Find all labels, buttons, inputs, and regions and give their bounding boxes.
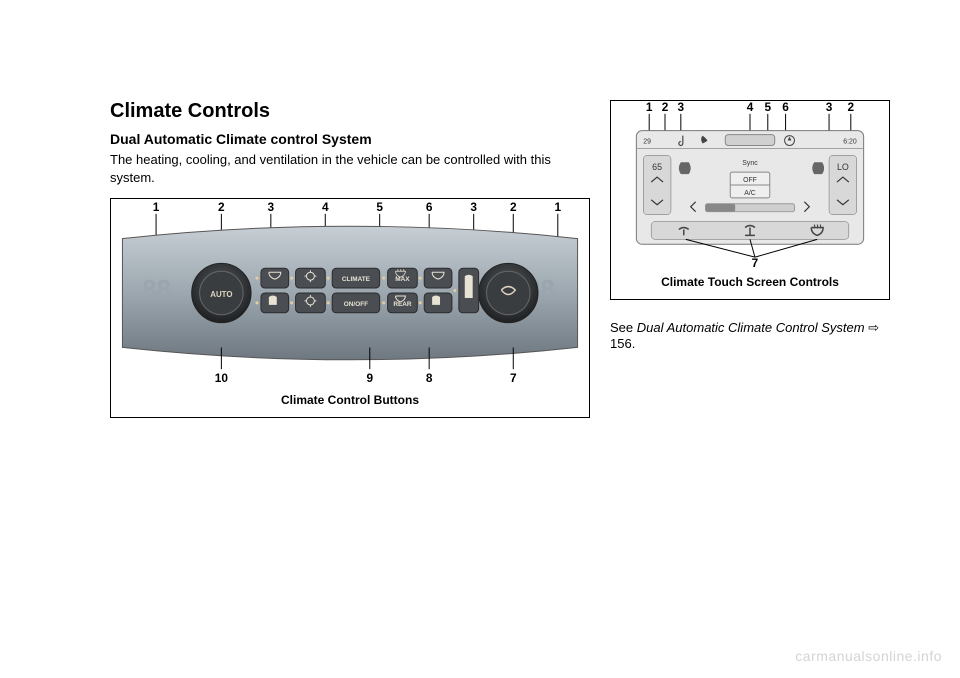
watermark: carmanualsonline.info <box>795 648 942 664</box>
svg-text:2: 2 <box>510 200 517 214</box>
svg-text:7: 7 <box>752 256 759 269</box>
svg-text:1: 1 <box>554 200 561 214</box>
svg-text:2: 2 <box>662 101 669 114</box>
see-prefix: See <box>610 320 637 335</box>
svg-text:4: 4 <box>747 101 754 114</box>
ts-ac-label: A/C <box>744 190 756 197</box>
svg-text:3: 3 <box>826 101 833 114</box>
svg-text:REAR: REAR <box>393 301 412 308</box>
ts-sync-label: Sync <box>742 160 758 167</box>
svg-text:4: 4 <box>322 200 329 214</box>
svg-text:ON/OFF: ON/OFF <box>344 301 368 308</box>
svg-text:3: 3 <box>268 200 275 214</box>
auto-label: AUTO <box>210 290 232 299</box>
svg-text:3: 3 <box>470 200 477 214</box>
climate-touch-figure: 12345632 29 6:20 65 Sync <box>610 100 890 300</box>
climate-touch-caption: Climate Touch Screen Controls <box>611 269 889 297</box>
ts-off-label: OFF <box>743 177 757 184</box>
svg-text:5: 5 <box>764 101 771 114</box>
climate-buttons-caption: Climate Control Buttons <box>111 387 589 415</box>
svg-text:10: 10 <box>215 371 229 385</box>
climate-buttons-figure: 123456321 88 88 <box>110 198 590 418</box>
svg-text:8: 8 <box>426 371 433 385</box>
page-heading: Climate Controls <box>110 100 590 123</box>
see-italic: Dual Automatic Climate Control System <box>637 320 865 335</box>
intro-text: The heating, cooling, and ventilation in… <box>110 151 590 186</box>
svg-text:1: 1 <box>646 101 653 114</box>
svg-text:7: 7 <box>510 371 517 385</box>
svg-text:CLIMATE: CLIMATE <box>342 276 371 283</box>
seat-heat-right-icon <box>812 162 824 174</box>
ts-top-left: 29 <box>643 138 651 145</box>
svg-text:9: 9 <box>366 371 373 385</box>
svg-text:1: 1 <box>153 200 160 214</box>
svg-text:5: 5 <box>376 200 383 214</box>
seat-heat-left-icon <box>679 162 691 174</box>
left-temp-display: 88 <box>142 276 171 304</box>
svg-text:2: 2 <box>218 200 225 214</box>
sub-heading: Dual Automatic Climate control System <box>110 131 590 147</box>
climate-touch-illustration: 12345632 29 6:20 65 Sync <box>611 101 889 269</box>
svg-text:6: 6 <box>426 200 433 214</box>
ts-clock: 6:20 <box>843 138 857 145</box>
svg-text:3: 3 <box>678 101 685 114</box>
ts-right-temp: LO <box>837 162 849 172</box>
svg-text:2: 2 <box>848 101 855 114</box>
ts-left-temp: 65 <box>652 162 662 172</box>
svg-text:6: 6 <box>782 101 789 114</box>
see-reference: See Dual Automatic Climate Control Syste… <box>610 320 890 351</box>
climate-buttons-illustration: 123456321 88 88 <box>111 199 589 387</box>
svg-text:MAX: MAX <box>395 276 410 283</box>
